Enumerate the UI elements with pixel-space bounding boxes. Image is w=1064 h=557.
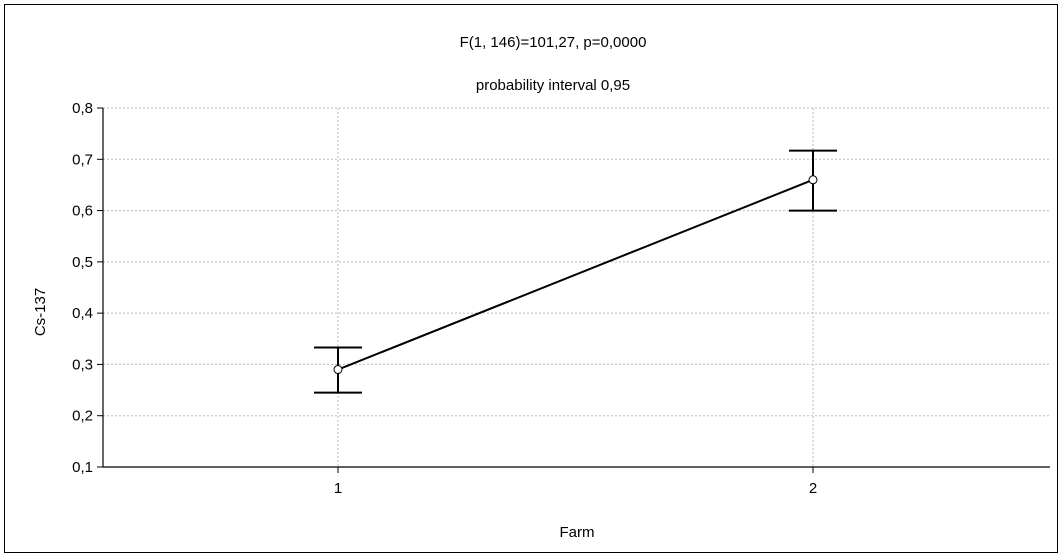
x-tick-label: 2 <box>809 480 817 497</box>
y-tick-label: 0,8 <box>72 100 93 117</box>
y-tick-label: 0,3 <box>72 356 93 373</box>
y-tick-label: 0,7 <box>72 151 93 168</box>
series-line <box>337 178 814 371</box>
y-tick-label: 0,2 <box>72 408 93 425</box>
y-tick-label: 0,1 <box>72 459 93 476</box>
x-tick-label: 1 <box>334 480 342 497</box>
y-axis-label: Cs-137 <box>32 288 49 336</box>
y-tick-label: 0,5 <box>72 254 93 271</box>
y-tick-label: 0,6 <box>72 203 93 220</box>
chart-subtitle: probability interval 0,95 <box>476 77 630 94</box>
chart-title: F(1, 146)=101,27, p=0,0000 <box>460 34 647 51</box>
data-point <box>808 175 818 185</box>
data-point <box>333 365 343 375</box>
chart-frame <box>4 4 1058 553</box>
y-tick-label: 0,4 <box>72 305 93 322</box>
plot-area: 0,1 0,2 0,3 0,4 0,5 0,6 0,7 0,8 1 2 <box>72 100 1050 497</box>
x-axis-label: Farm <box>560 524 595 541</box>
